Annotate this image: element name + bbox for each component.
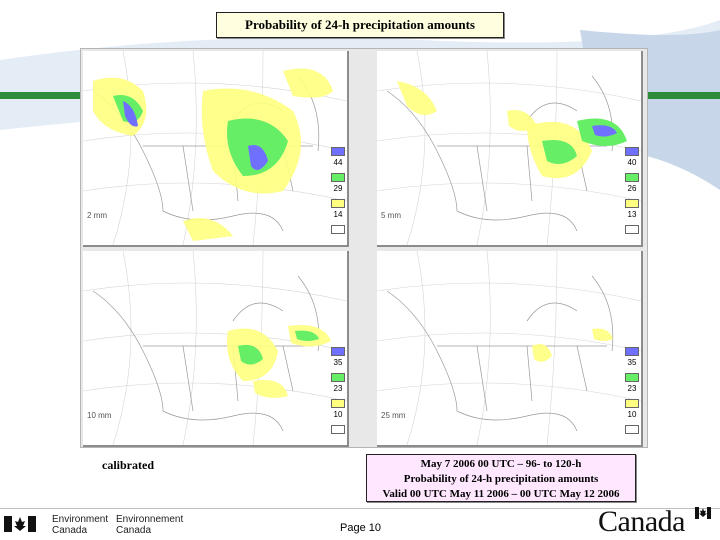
map-image-5mm xyxy=(377,51,641,245)
legend-swatch-white xyxy=(625,225,639,234)
legend-2mm: 44 29 14 xyxy=(331,147,345,241)
legend-swatch-green xyxy=(625,173,639,182)
info-line-valid: Valid 00 UTC May 11 2006 – 00 UTC May 12… xyxy=(382,488,620,500)
forecast-info-box: May 7 2006 00 UTC – 96- to 120-h Probabi… xyxy=(366,454,636,502)
legend-swatch-white xyxy=(331,225,345,234)
legend-swatch-white xyxy=(625,425,639,434)
legend-swatch-blue xyxy=(625,147,639,156)
legend-value-mid: 23 xyxy=(331,384,345,393)
wordmark-flag-icon xyxy=(695,507,711,519)
env-canada-fr: Environnement Canada xyxy=(116,514,184,536)
legend-swatch-blue xyxy=(625,347,639,356)
legend-10mm: 35 23 10 xyxy=(331,347,345,441)
legend-swatch-yellow xyxy=(331,399,345,408)
map-panel-10mm: 35 23 10 10 mm xyxy=(83,251,349,447)
canada-flag-logo-icon xyxy=(4,516,36,532)
threshold-label: 5 mm xyxy=(381,211,401,220)
legend-value-high: 44 xyxy=(331,158,345,167)
legend-swatch-yellow xyxy=(625,399,639,408)
map-panel-25mm: 35 23 10 25 mm xyxy=(377,251,643,447)
map-image-2mm xyxy=(83,51,347,245)
legend-swatch-blue xyxy=(331,147,345,156)
legend-value-high: 35 xyxy=(331,358,345,367)
legend-swatch-green xyxy=(625,373,639,382)
maps-panel: 44 29 14 2 mm xyxy=(80,48,648,448)
legend-swatch-green xyxy=(331,173,345,182)
legend-value-low: 10 xyxy=(625,410,639,419)
legend-value-mid: 23 xyxy=(625,384,639,393)
legend-25mm: 35 23 10 xyxy=(625,347,639,441)
legend-value-low: 13 xyxy=(625,210,639,219)
map-image-25mm xyxy=(377,251,641,445)
info-line-product: Probability of 24-h precipitation amount… xyxy=(403,473,599,485)
threshold-label: 10 mm xyxy=(87,411,112,420)
map-panel-5mm: 40 26 13 5 mm xyxy=(377,51,643,247)
canada-wordmark: Canada xyxy=(598,505,685,538)
legend-value-low: 14 xyxy=(331,210,345,219)
map-panel-2mm: 44 29 14 2 mm xyxy=(83,51,349,247)
calibrated-label: calibrated xyxy=(102,458,154,472)
page-number: Page 10 xyxy=(340,522,381,534)
legend-swatch-green xyxy=(331,373,345,382)
legend-value-mid: 29 xyxy=(331,184,345,193)
slide-title: Probability of 24-h precipitation amount… xyxy=(216,12,504,38)
footer-divider xyxy=(0,508,720,509)
info-line-run: May 7 2006 00 UTC – 96- to 120-h xyxy=(420,458,582,470)
legend-5mm: 40 26 13 xyxy=(625,147,639,241)
threshold-label: 25 mm xyxy=(381,411,406,420)
map-image-10mm xyxy=(83,251,347,445)
legend-swatch-yellow xyxy=(625,199,639,208)
legend-swatch-yellow xyxy=(331,199,345,208)
legend-value-high: 35 xyxy=(625,358,639,367)
legend-value-low: 10 xyxy=(331,410,345,419)
env-canada-en: Environment Canada xyxy=(52,514,109,536)
legend-swatch-white xyxy=(331,425,345,434)
legend-swatch-blue xyxy=(331,347,345,356)
legend-value-high: 40 xyxy=(625,158,639,167)
threshold-label: 2 mm xyxy=(87,211,107,220)
legend-value-mid: 26 xyxy=(625,184,639,193)
